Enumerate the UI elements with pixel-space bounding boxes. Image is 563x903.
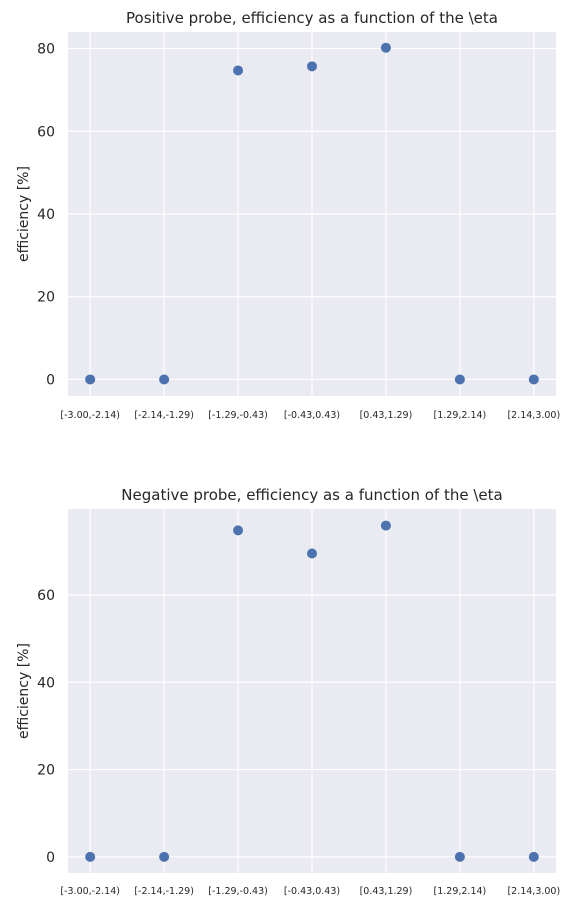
x-tick-label: [1.29,2.14) [434,410,487,421]
y-tick-label: 80 [37,42,55,58]
data-point [528,374,539,385]
y-tick-label: 60 [37,124,55,140]
data-point [233,525,244,536]
x-tick-label: [-1.29,-0.43) [208,886,268,897]
y-tick-label: 40 [37,675,55,691]
x-tick-label: [-0.43,0.43) [284,410,340,421]
data-point [380,42,391,53]
data-point [233,65,244,76]
data-point [307,61,317,72]
x-tick-label: [-0.43,0.43) [284,886,340,897]
y-tick-label: 20 [37,763,55,779]
negative-probe-chart: 0 20 40 60 [-3.00,-2.14) [-2.14,-1.29) [-1.29,… [0,475,563,903]
data-point [528,851,539,862]
positive-probe-chart: 0 20 40 60 80 [-3.00,-2.14) [-2.14,-1.29) [-1.2… [0,0,563,430]
y-tick-label: 0 [46,372,55,388]
data-point [454,851,465,862]
data-point [307,548,317,559]
chart-title: Positive probe, efficiency as a function… [126,9,498,27]
y-axis-label: efficiency [%] [16,166,32,262]
x-tick-label: [1.29,2.14) [434,886,487,897]
data-point [380,520,391,531]
x-tick-label: [2.14,3.00) [507,410,560,421]
x-tick-label: [2.14,3.00) [507,886,560,897]
data-point [159,374,170,385]
data-point [85,374,96,385]
chart-svg: 0 20 40 60 [-3.00,-2.14) [-2.14,-1.29) [-1.29,… [16,486,560,897]
x-tick-label: [-3.00,-2.14) [60,886,120,897]
x-tick-label: [0.43,1.29) [360,886,413,897]
x-tick-label: [-2.14,-1.29) [134,410,194,421]
y-tick-label: 0 [46,850,55,866]
x-tick-label: [-2.14,-1.29) [134,886,194,897]
data-point [85,851,96,862]
x-tick-label: [-1.29,-0.43) [208,410,268,421]
x-tick-label: [-3.00,-2.14) [60,410,120,421]
y-tick-label: 60 [37,588,55,604]
chart-title: Negative probe, efficiency as a function… [121,486,502,504]
data-point [159,851,170,862]
y-axis-label: efficiency [%] [16,643,32,739]
chart-svg: 0 20 40 60 80 [-3.00,-2.14) [-2.14,-1.29) [-1.2… [16,9,560,421]
x-tick-label: [0.43,1.29) [360,410,413,421]
y-tick-label: 40 [37,207,55,223]
y-tick-label: 20 [37,290,55,306]
data-point [454,374,465,385]
